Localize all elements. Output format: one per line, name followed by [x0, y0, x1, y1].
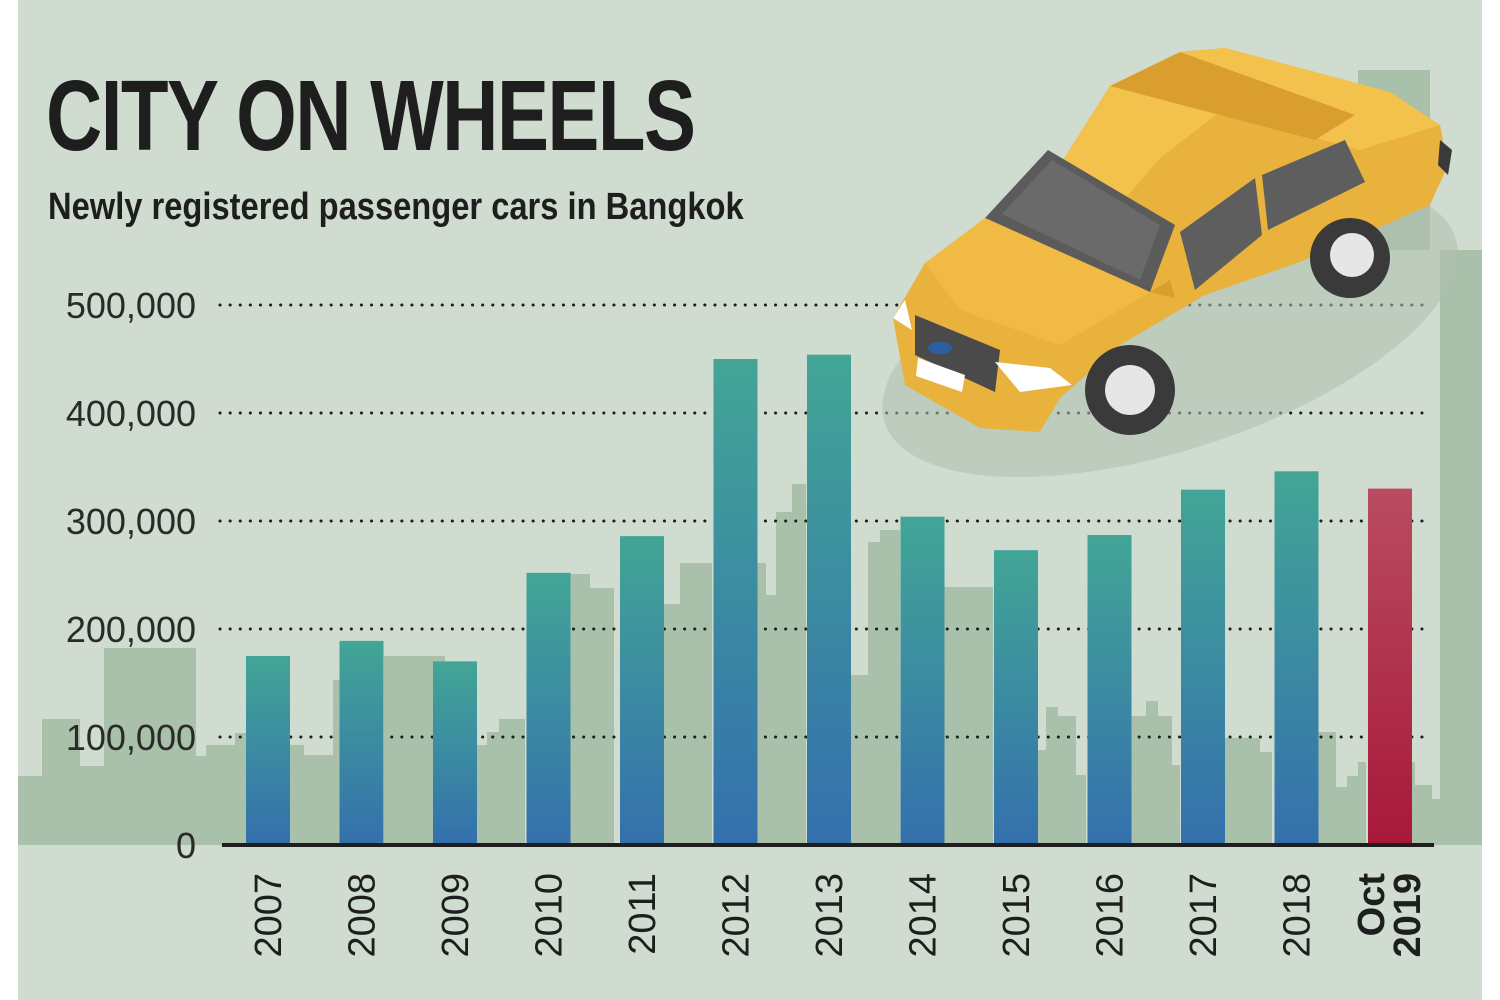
x-tick-label: 2011	[622, 873, 664, 955]
y-tick-label: 200,000	[66, 609, 196, 650]
bar-highlight	[1368, 488, 1412, 845]
bar	[1274, 471, 1319, 845]
x-tick-label-text: 2009	[435, 873, 477, 958]
bar	[433, 661, 477, 845]
x-axis-tick-labels: 2007 2008 2009 2010 2011 2012 2013 2014 2015 2016…	[248, 873, 1429, 958]
y-tick-label: 500,000	[66, 285, 196, 326]
bar	[807, 354, 851, 845]
x-tick-label-text: 2014	[903, 873, 945, 958]
y-tick-label: 300,000	[66, 501, 196, 542]
x-tick-label-text: 2016	[1090, 873, 1132, 958]
x-tick-label: 2016	[1090, 873, 1132, 958]
y-tick-label: 0	[176, 825, 196, 866]
x-tick-label-text: 2013	[809, 873, 851, 958]
x-tick-label-text: 2008	[342, 873, 384, 958]
x-tick-label: 2017	[1183, 873, 1225, 958]
x-tick-label: 2012	[716, 873, 758, 958]
x-tick-label-text: 2015	[996, 873, 1038, 958]
chart-title: CITY ON WHEELS	[46, 60, 696, 172]
x-tick-label: 2008	[342, 873, 384, 958]
bar	[900, 516, 945, 845]
x-tick-label: 2015	[996, 873, 1038, 958]
bar	[713, 359, 758, 845]
x-tick-label-text: 2007	[248, 873, 290, 958]
yellow-car-icon	[882, 48, 1458, 478]
x-tick-label: 2009	[435, 873, 477, 958]
bar	[246, 656, 290, 845]
x-tick-label: 2007	[248, 873, 290, 958]
grid-lines	[218, 303, 1428, 739]
x-tick-label-text: 2012	[716, 873, 758, 958]
y-tick-label: 400,000	[66, 393, 196, 434]
bar	[620, 536, 664, 845]
bar	[994, 550, 1038, 845]
bars	[246, 354, 1412, 845]
x-tick-label: 2013	[809, 873, 851, 958]
x-tick-label-text: 2011	[622, 873, 664, 955]
x-tick-label-text: 2017	[1183, 873, 1225, 958]
bar	[339, 640, 384, 845]
bar	[1087, 535, 1132, 845]
city-skyline	[18, 70, 1482, 845]
x-tick-label-text: 2018	[1277, 873, 1319, 958]
x-tick-label-text: 2010	[529, 873, 571, 958]
y-tick-label: 100,000	[66, 717, 196, 758]
y-axis-tick-labels: 0 100,000 200,000 300,000 400,000 500,000	[66, 285, 196, 866]
x-tick-label: 2018	[1277, 873, 1319, 958]
x-tick-label: 2010	[529, 873, 571, 958]
x-tick-label-text: Oct	[1351, 873, 1393, 937]
bar	[1181, 489, 1225, 845]
x-tick-label-text: 2019	[1387, 873, 1429, 958]
chart-subtitle: Newly registered passenger cars in Bangk…	[48, 186, 744, 228]
bar	[526, 572, 571, 845]
x-tick-label: 2014	[903, 873, 945, 958]
